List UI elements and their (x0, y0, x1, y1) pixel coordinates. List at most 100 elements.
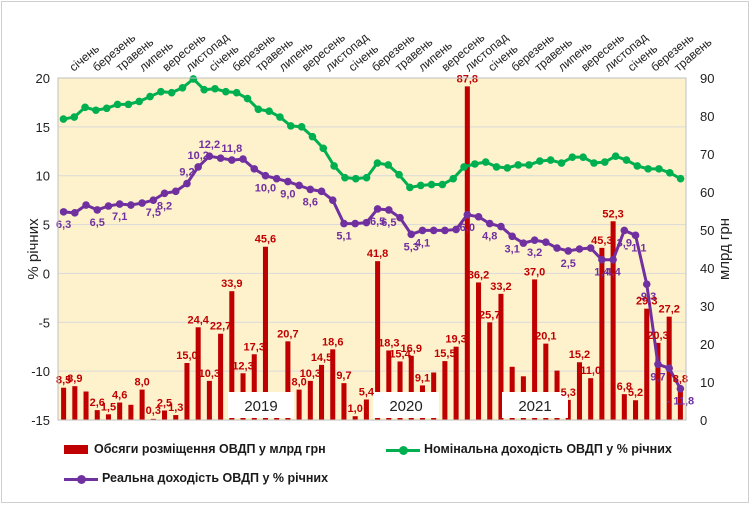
bar (352, 416, 358, 420)
bar-data-label: 12,3 (232, 360, 253, 372)
nominal-series-point (243, 94, 252, 103)
real-series-point (620, 226, 629, 235)
legend-nominal-swatch (386, 445, 420, 455)
real-series-point (261, 171, 270, 180)
legend-bars-label: Обсяги розміщення ОВДП у млрд грн (94, 442, 326, 456)
nominal-series-point (622, 156, 631, 164)
bar-data-label: 20,3 (647, 330, 668, 342)
bar-data-label: 45,3 (591, 235, 612, 247)
real-series-point (138, 199, 146, 207)
real-series-point (530, 236, 539, 245)
real-data-label: 1,4 (594, 267, 610, 279)
y-right-tick-label: 10 (700, 375, 714, 390)
bar (633, 400, 639, 420)
bar-data-label: 1,3 (168, 402, 183, 414)
bar (397, 361, 403, 420)
bar (464, 86, 470, 421)
real-series-point (429, 226, 438, 235)
bar (476, 282, 482, 420)
nominal-series-point (351, 174, 360, 183)
year-box (502, 392, 568, 418)
real-series-point (295, 181, 303, 190)
nominal-series-point (222, 87, 230, 96)
real-series-point (160, 189, 169, 198)
bar-data-label: 1,0 (348, 403, 363, 415)
y-left-tick-label: 20 (36, 71, 50, 86)
bar (330, 349, 336, 420)
nominal-series-point (341, 173, 349, 182)
bar-data-label: 22,7 (210, 321, 231, 333)
legend-nominal: Номінальна доходість ОВДП у % річних (386, 442, 672, 456)
bar (363, 399, 369, 420)
real-series-point (418, 226, 427, 235)
real-data-label: 6,5 (381, 217, 396, 229)
nominal-series-point (406, 183, 414, 192)
real-series-point (463, 211, 472, 219)
real-data-label: 4,4 (605, 267, 621, 279)
legend-nominal-label: Номінальна доходість ОВДП у % річних (424, 442, 672, 456)
real-data-label: 6,3 (56, 219, 71, 231)
bar-data-label: 1,5 (101, 401, 116, 413)
bar-data-label: 41,8 (367, 248, 388, 260)
nominal-series-point (395, 170, 403, 179)
y-right-tick-label: 0 (700, 413, 707, 428)
bar-data-label: 87,8 (457, 73, 478, 85)
y-right-tick-label: 90 (700, 71, 714, 86)
nominal-series-point (449, 174, 458, 183)
nominal-series-point (59, 115, 68, 123)
real-data-label: 7,5 (146, 207, 161, 219)
real-series-point (228, 156, 236, 164)
nominal-series-point (265, 107, 273, 116)
bar-data-label: 45,6 (255, 234, 276, 246)
bar-data-label: 15,4 (389, 348, 411, 360)
bar (128, 404, 134, 420)
bar-data-label: 9,1 (415, 372, 430, 384)
real-data-label: 6,5 (90, 217, 105, 229)
real-data-label: 3,2 (527, 247, 542, 259)
bar-data-label: 8,8 (673, 374, 688, 386)
bar (487, 322, 493, 420)
y-right-axis-title: млрд грн (716, 218, 733, 280)
bar-data-label: 37,0 (524, 266, 545, 278)
legend-bars-swatch (64, 445, 88, 455)
real-series-point (665, 364, 673, 373)
nominal-series-point (546, 156, 555, 164)
nominal-series-point (471, 160, 479, 168)
bar (94, 410, 100, 420)
bar-data-label: 9,7 (336, 370, 351, 382)
nominal-series-point (644, 165, 652, 173)
bar (72, 386, 78, 420)
y-right-tick-label: 50 (700, 223, 714, 238)
bar-data-label: 2,6 (90, 397, 105, 409)
real-series-point (553, 244, 561, 252)
real-series-point (609, 255, 617, 264)
y-right-tick-label: 80 (700, 109, 714, 124)
nominal-series-point (633, 162, 642, 170)
real-series-point (586, 244, 595, 252)
real-series-point (149, 196, 158, 204)
real-data-label: 6,5 (370, 216, 385, 228)
nominal-series-point (92, 106, 100, 115)
nominal-series-point (568, 153, 577, 161)
bar (319, 364, 325, 420)
nominal-series-point (676, 174, 685, 183)
bar-data-label: 5,3 (561, 387, 576, 399)
bar-data-label: 5,2 (628, 387, 643, 399)
y-left-axis-title: % річних (25, 218, 42, 280)
bar-data-label: 8,0 (291, 377, 306, 389)
bar (184, 363, 190, 420)
nominal-series-point (416, 181, 425, 190)
nominal-series-point (308, 132, 317, 141)
nominal-series-point (665, 168, 674, 177)
nominal-series-point (178, 83, 187, 92)
bar (162, 410, 168, 420)
real-data-label: 12,2 (199, 139, 220, 151)
bar (117, 402, 123, 420)
nominal-series-point (611, 152, 620, 160)
legend-real-label: Реальна доходість ОВДП у % річних (102, 471, 329, 485)
nominal-series-point (362, 173, 371, 182)
bar (442, 361, 448, 420)
real-series-point (82, 201, 90, 209)
nominal-series-point (514, 161, 522, 169)
